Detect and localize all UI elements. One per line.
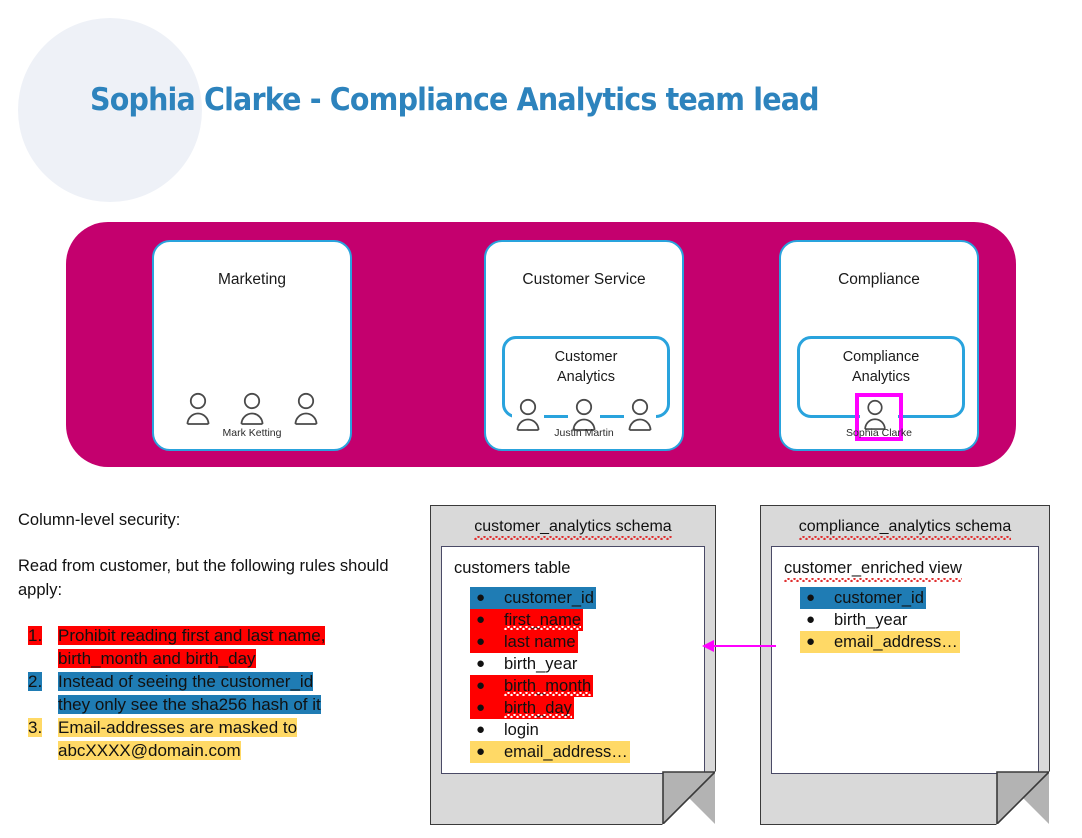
department-owner: Mark Ketting xyxy=(222,427,282,439)
department-card-compliance[interactable]: Compliance Compliance Analytics Sophia C… xyxy=(779,240,979,451)
field-list: ● customer_id ● birth_year ● email_address… xyxy=(800,587,1032,653)
department-title: Compliance xyxy=(838,271,920,288)
department-card-customer-service[interactable]: Customer Service Customer Analytics Just… xyxy=(484,240,684,451)
person-row xyxy=(154,392,350,426)
field-row: ● email_address… xyxy=(470,741,698,763)
rule-text-line1: Email-addresses are masked to xyxy=(58,718,298,737)
spacer xyxy=(18,532,413,554)
page-fold-triangle xyxy=(663,772,715,824)
bullet-icon: ● xyxy=(476,655,486,672)
field-row: ● birth_day xyxy=(470,697,698,719)
department-title: Marketing xyxy=(217,271,287,288)
department-owner: Justin Martin xyxy=(554,427,614,439)
document-title: compliance_analytics schema xyxy=(761,518,1049,540)
rule-text-line1: Instead of seeing the customer_id xyxy=(58,672,314,691)
bullet-icon: ● xyxy=(800,587,834,609)
notes-heading: Column-level security: xyxy=(18,511,181,529)
rule-item: 3. Email-addresses are masked to abcXXXX… xyxy=(18,716,413,762)
document-compliance-analytics-schema[interactable]: compliance_analytics schema customer_enr… xyxy=(760,505,1050,825)
arrow-head-icon xyxy=(702,640,714,652)
person-icon xyxy=(236,392,268,426)
field-row: ● last name xyxy=(470,631,698,653)
rule-text-line2: abcXXXX@domain.com xyxy=(58,741,241,760)
bullet-icon: ● xyxy=(470,741,504,763)
field-row: ● birth_year xyxy=(470,653,698,675)
rule-text-line1: Prohibit reading first and last name, xyxy=(58,626,326,645)
table-heading: customers table xyxy=(454,559,571,577)
document-title: customer_analytics schema xyxy=(431,518,715,540)
rules-list: 1. Prohibit reading first and last name,… xyxy=(18,624,413,762)
field-row: ● birth_year xyxy=(800,609,1032,631)
department-card-marketing[interactable]: Marketing Mark Ketting xyxy=(152,240,352,451)
person-row xyxy=(781,393,977,441)
person-icon-highlighted[interactable] xyxy=(855,393,903,441)
rule-text-line2: they only see the sha256 hash of it xyxy=(58,695,321,714)
field-list: ● customer_id ● first_name ● last name ● bir… xyxy=(470,587,698,763)
document-inner-panel: customers table ● customer_id ● first_name… xyxy=(441,546,705,774)
bullet-icon: ● xyxy=(470,609,504,631)
field-row: ● login xyxy=(470,719,698,741)
decorative-circle xyxy=(18,18,202,202)
notes-block: Column-level security: Read from custome… xyxy=(18,508,413,762)
rule-number: 1. xyxy=(28,626,43,645)
person-icon xyxy=(182,392,214,426)
bullet-icon: ● xyxy=(800,631,834,653)
bullet-icon: ● xyxy=(470,697,504,719)
bullet-icon: ● xyxy=(470,631,504,653)
field-row: ● birth_month xyxy=(470,675,698,697)
field-row: ● customer_id xyxy=(800,587,1032,609)
rule-number: 2. xyxy=(28,672,43,691)
notes-intro: Read from customer, but the following ru… xyxy=(18,557,389,599)
page-fold-triangle xyxy=(997,772,1049,824)
person-icon xyxy=(624,398,656,432)
page-title: Sophia Clarke - Compliance Analytics tea… xyxy=(90,82,820,118)
person-icon xyxy=(512,398,544,432)
bullet-icon: ● xyxy=(470,675,504,697)
connector-arrow xyxy=(702,640,776,652)
rule-number: 3. xyxy=(28,718,43,737)
document-inner-panel: customer_enriched view ● customer_id ● bir… xyxy=(771,546,1039,774)
rule-item: 2. Instead of seeing the customer_id the… xyxy=(18,670,413,716)
view-heading: customer_enriched view xyxy=(784,559,962,582)
bullet-icon: ● xyxy=(470,587,504,609)
bullet-icon: ● xyxy=(476,721,486,738)
team-box-label: Customer Analytics xyxy=(554,349,618,385)
bullet-icon: ● xyxy=(806,611,816,628)
rule-text-line2: birth_month and birth_day xyxy=(58,649,256,668)
document-customer-analytics-schema[interactable]: customer_analytics schema customers tabl… xyxy=(430,505,716,825)
person-icon xyxy=(568,398,600,432)
department-owner: Sophia Clarke xyxy=(846,427,912,439)
org-container: Marketing Mark Ketting Customer Service … xyxy=(66,222,1016,467)
person-row xyxy=(486,398,682,432)
department-title: Customer Service xyxy=(522,271,646,288)
field-row: ● email_address… xyxy=(800,631,1032,653)
rule-item: 1. Prohibit reading first and last name,… xyxy=(18,624,413,670)
field-row: ● first_name xyxy=(470,609,698,631)
person-icon xyxy=(290,392,322,426)
field-row: ● customer_id xyxy=(470,587,698,609)
team-box-label: Compliance Analytics xyxy=(842,349,920,385)
